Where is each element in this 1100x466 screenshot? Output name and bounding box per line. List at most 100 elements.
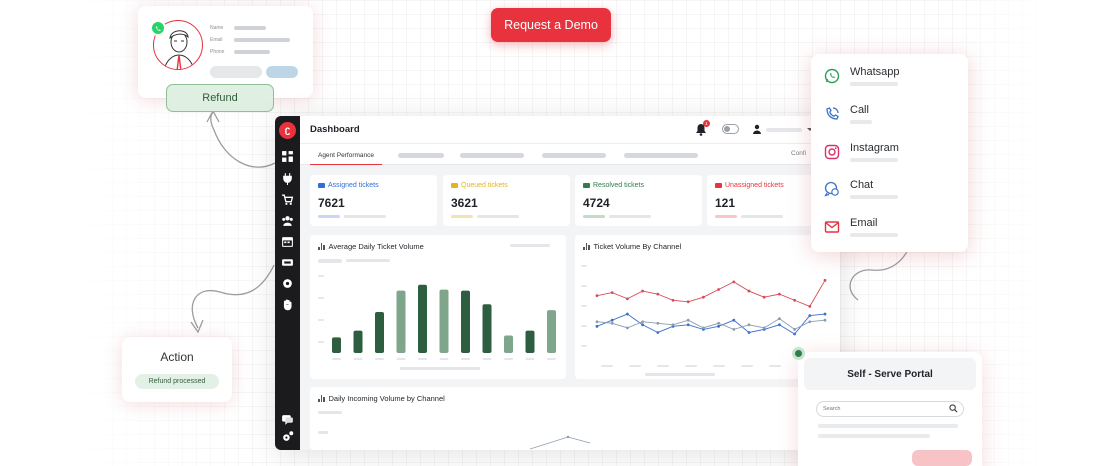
refund-button[interactable]: Refund	[166, 84, 274, 112]
series-line	[596, 318, 826, 330]
x-tick-placeholder	[353, 358, 363, 360]
x-tick-placeholder	[741, 365, 753, 367]
panel-filter-placeholder[interactable]	[510, 244, 550, 247]
ticket-icon	[583, 183, 590, 188]
bar	[375, 312, 384, 353]
bar-chart-icon	[318, 395, 325, 402]
stat-caption-placeholder	[344, 215, 386, 218]
ticket-icon	[318, 183, 325, 188]
stat-caption-placeholder	[741, 215, 783, 218]
stat-label: Unassigned tickets	[715, 182, 784, 189]
x-tick-placeholder	[547, 358, 556, 360]
x-tick-placeholder	[504, 358, 513, 360]
series-line	[596, 313, 826, 335]
channel-item-whatsapp[interactable]: Whatsapp	[824, 66, 954, 96]
data-point	[702, 326, 705, 330]
contact-field-phone: Phone	[210, 46, 290, 58]
data-point	[702, 295, 705, 299]
data-point	[732, 328, 736, 331]
data-point	[656, 331, 660, 334]
tab-configuration[interactable]: Confi	[791, 150, 807, 157]
gears-icon[interactable]	[281, 430, 294, 443]
field-value-placeholder	[234, 26, 266, 30]
stat-label: Assigned tickets	[318, 182, 379, 189]
ticket-icon	[451, 183, 458, 188]
contact-fields: Name Email Phone	[210, 22, 290, 58]
plug-icon[interactable]	[281, 172, 294, 185]
tab-placeholder[interactable]	[542, 153, 606, 158]
user-icon[interactable]	[752, 124, 762, 134]
data-point	[595, 320, 599, 324]
portal-title: Self - Serve Portal	[804, 358, 976, 390]
panel-title: Daily Incoming Volume by Channel	[318, 394, 445, 403]
bar	[396, 290, 406, 353]
y-tick-placeholder	[581, 345, 587, 347]
bar	[439, 289, 449, 353]
data-point	[595, 294, 599, 298]
secondary-action-placeholder[interactable]	[210, 66, 262, 78]
tab-placeholder[interactable]	[398, 153, 444, 158]
whatsapp-badge-icon	[150, 20, 166, 36]
ticket-icon[interactable]	[281, 256, 294, 269]
users-icon[interactable]	[281, 214, 294, 227]
stat-card-resolved: Resolved tickets 4724	[575, 175, 702, 226]
data-point	[747, 331, 751, 334]
portal-search-input[interactable]	[816, 401, 964, 417]
stat-trend-placeholder	[715, 215, 737, 218]
x-tick-placeholder	[439, 358, 449, 360]
data-point	[778, 323, 781, 327]
action-title: Action	[160, 350, 194, 364]
stat-label: Resolved tickets	[583, 182, 644, 189]
tab-placeholder[interactable]	[460, 153, 524, 158]
primary-action-placeholder[interactable]	[266, 66, 298, 78]
x-tick-placeholder	[332, 358, 341, 360]
data-point	[671, 323, 675, 327]
field-value-placeholder	[234, 38, 290, 42]
channel-item-instagram[interactable]: Instagram	[824, 142, 954, 172]
contact-card: Name Email Phone	[138, 6, 313, 98]
y-tick-placeholder	[581, 285, 587, 287]
bar	[547, 310, 556, 353]
chat-icon[interactable]	[281, 413, 294, 426]
app-logo-icon[interactable]: ʗ	[279, 122, 296, 139]
status-dot	[795, 350, 802, 357]
data-point	[671, 298, 675, 302]
hand-icon[interactable]	[281, 298, 294, 311]
data-point	[778, 317, 781, 321]
volume-by-channel-panel: Ticket Volume By Channel	[575, 235, 840, 379]
calendar-icon[interactable]	[281, 235, 294, 248]
bar	[353, 330, 363, 353]
tab-agent-performance[interactable]: Agent Performance	[310, 147, 382, 165]
cart-icon[interactable]	[281, 193, 294, 206]
status-badge: Refund processed	[135, 374, 219, 389]
channel-item-email[interactable]: Email	[824, 217, 954, 247]
top-bar: Dashboard 1	[300, 116, 840, 144]
bar-chart	[318, 275, 556, 370]
data-point	[793, 328, 796, 331]
data-point	[626, 326, 629, 330]
search-icon[interactable]	[949, 404, 958, 413]
channel-item-call[interactable]: Call	[824, 104, 954, 134]
whatsapp-icon	[824, 68, 840, 84]
theme-toggle[interactable]	[722, 124, 739, 134]
grid-icon[interactable]	[281, 150, 294, 163]
channel-item-chat[interactable]: Chat	[824, 179, 954, 209]
channel-caption-placeholder	[850, 82, 898, 86]
stat-caption-placeholder	[477, 215, 519, 218]
data-point	[747, 323, 751, 327]
request-demo-button[interactable]: Request a Demo	[491, 8, 611, 42]
settings-icon[interactable]	[281, 277, 294, 290]
data-point	[641, 320, 644, 324]
data-point	[778, 292, 781, 296]
data-point	[808, 314, 812, 317]
portal-submit-button[interactable]	[912, 450, 972, 466]
bar	[482, 304, 492, 353]
x-tick-placeholder	[525, 358, 535, 360]
field-label: Email	[210, 37, 223, 43]
stat-label-text: Resolved tickets	[593, 182, 644, 189]
portal-result-placeholder	[818, 424, 958, 428]
data-point	[823, 278, 827, 282]
tab-placeholder[interactable]	[624, 153, 698, 158]
data-point	[762, 326, 766, 330]
data-point	[656, 321, 660, 325]
